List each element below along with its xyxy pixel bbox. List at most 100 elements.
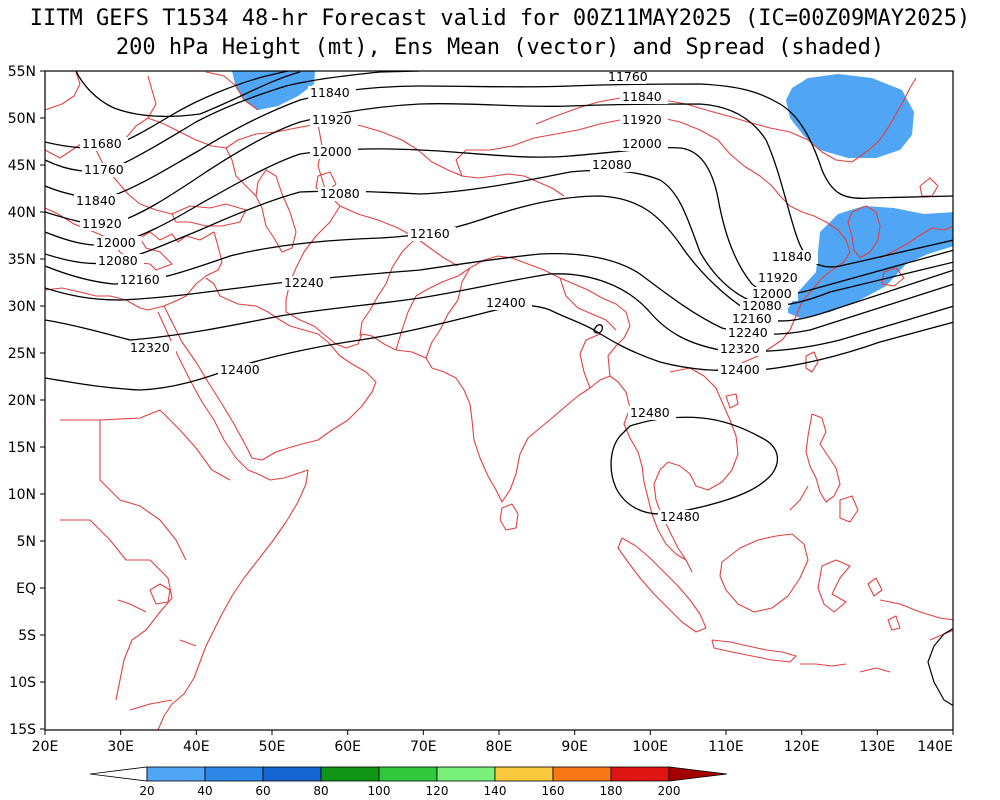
clabel-bg xyxy=(620,137,668,151)
lat-label-10s: 10S xyxy=(9,675,36,691)
gulf-thailand xyxy=(653,461,669,501)
lat-label-5s: 5S xyxy=(18,628,36,644)
contour-11840 xyxy=(45,83,953,200)
colorbar-low-arrow xyxy=(89,766,148,782)
clabel-11680-a: 11680 xyxy=(82,136,122,151)
clabel-12480-b: 12480 xyxy=(660,509,700,524)
title-line-2: 200 hPa Height (mt), Ens Mean (vector) a… xyxy=(115,35,885,60)
clabel-bg xyxy=(282,276,330,290)
clabel-bg xyxy=(750,287,798,301)
coast-red-sea xyxy=(163,277,377,461)
plot-frame xyxy=(44,70,954,731)
clabel-12240-a: 12240 xyxy=(284,275,324,290)
clabel-bg xyxy=(82,163,130,177)
clabel-12320-b: 12320 xyxy=(720,341,760,356)
clabel-bg xyxy=(80,217,128,231)
papua-outline xyxy=(927,627,953,707)
lat-ticks-left xyxy=(40,70,45,730)
lon-label-80e: 80E xyxy=(486,739,513,755)
lat-label-20n: 20N xyxy=(8,393,36,409)
borneo xyxy=(719,533,809,613)
colorbar-tick-180: 180 xyxy=(600,784,623,798)
clabel-bg xyxy=(484,296,532,310)
colorbar-tick-60: 60 xyxy=(255,784,270,798)
taiwan xyxy=(805,351,819,373)
clabel-bg xyxy=(620,113,668,127)
clabel-12400-b: 12400 xyxy=(220,362,260,377)
clabel-bg xyxy=(310,145,358,159)
colorbar-tick-40: 40 xyxy=(197,784,212,798)
lat-label-15s: 15S xyxy=(9,722,36,738)
colorbar-tick-20: 20 xyxy=(139,784,154,798)
colorbar-tick-160: 160 xyxy=(542,784,565,798)
clabel-bg xyxy=(658,510,706,524)
colorbar-segment-120-140 xyxy=(436,766,496,782)
colorbar-segment-160-180 xyxy=(552,766,612,782)
coast-red-sea-west xyxy=(157,311,259,475)
lon-label-30e: 30E xyxy=(107,739,134,755)
clabel-12080-a: 12080 xyxy=(592,157,632,172)
india-borders xyxy=(395,255,631,389)
colorbar-segment-140-160 xyxy=(494,766,554,782)
clabel-12320-a: 12320 xyxy=(130,340,170,355)
contour-12240 xyxy=(45,253,953,335)
central-asia-borders xyxy=(205,71,565,337)
lon-label-110e: 110E xyxy=(708,739,744,755)
clabel-11760-a: 11760 xyxy=(608,69,648,84)
contour-small-loop xyxy=(593,324,604,334)
colorbar-tick-140: 140 xyxy=(484,784,507,798)
clabel-bg xyxy=(128,341,176,355)
contour-12400 xyxy=(45,305,953,391)
colorbar-segment-60-80 xyxy=(262,766,322,782)
contour-labels: 11760 11840 11840 11920 11920 12000 1200… xyxy=(74,69,818,524)
clabel-12240-b: 12240 xyxy=(728,325,768,340)
clabel-12000-a: 12000 xyxy=(312,144,352,159)
lon-labels: 20E 30E 40E 50E 60E 70E 80E 90E 100E 110… xyxy=(32,739,953,755)
africa-borders xyxy=(60,409,231,711)
lon-label-50e: 50E xyxy=(259,739,286,755)
coast-myanmar xyxy=(623,391,687,561)
lon-label-130e: 130E xyxy=(860,739,896,755)
java xyxy=(711,639,797,663)
maluku xyxy=(867,577,901,631)
contour-12160 xyxy=(45,195,953,322)
clabel-bg xyxy=(590,158,638,172)
contour-11920 xyxy=(45,102,953,268)
colorbar-segment-20-40 xyxy=(146,766,206,782)
clabel-12160-b: 12160 xyxy=(732,311,772,326)
contour-12480 xyxy=(610,416,779,515)
spread-patch-east xyxy=(786,206,953,318)
clabel-bg xyxy=(408,227,456,241)
clabel-bg xyxy=(770,250,818,264)
lesser-sunda xyxy=(800,663,891,673)
clabel-12400-a: 12400 xyxy=(486,295,526,310)
clabel-12080-c: 12080 xyxy=(742,298,782,313)
lat-label-50n: 50N xyxy=(8,111,36,127)
colorbar-tick-200: 200 xyxy=(658,784,681,798)
clabel-11920-a: 11920 xyxy=(312,112,352,127)
colorbar: 20 40 60 80 100 120 140 160 180 200 xyxy=(89,766,728,798)
sri-lanka xyxy=(499,503,519,531)
russia-border xyxy=(535,77,917,163)
clabel-12080-b: 12080 xyxy=(320,186,360,201)
coast-india xyxy=(395,349,627,503)
colorbar-tick-120: 120 xyxy=(426,784,449,798)
clabel-11840-c: 11840 xyxy=(772,249,812,264)
clabel-12160-a: 12160 xyxy=(410,226,450,241)
lat-label-35n: 35N xyxy=(8,252,36,268)
lon-label-100e: 100E xyxy=(633,739,669,755)
clabel-11840-d: 11840 xyxy=(76,193,116,208)
contour-12080 xyxy=(45,169,953,307)
lon-label-140e: 140E xyxy=(917,739,953,755)
contour-12000 xyxy=(45,146,953,296)
lat-label-5n: 5N xyxy=(17,534,36,550)
clabel-bg xyxy=(730,312,778,326)
colorbar-segment-100-120 xyxy=(378,766,438,782)
lat-label-45n: 45N xyxy=(8,158,36,174)
colorbar-segment-80-100 xyxy=(320,766,380,782)
clabel-12160-c: 12160 xyxy=(120,272,160,287)
colorbar-tick-80: 80 xyxy=(313,784,328,798)
clabel-bg xyxy=(94,236,142,250)
clabel-bg xyxy=(628,406,676,420)
lat-label-55n: 55N xyxy=(8,64,36,80)
